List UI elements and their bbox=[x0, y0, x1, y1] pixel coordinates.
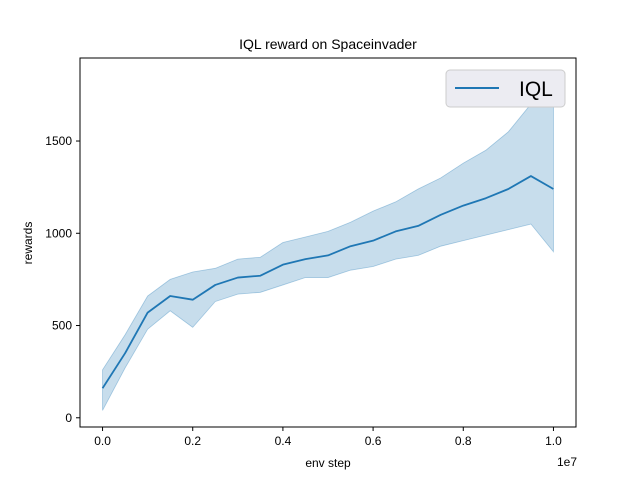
legend-label-iql: IQL bbox=[519, 78, 553, 101]
x-tick-label: 0.6 bbox=[365, 434, 382, 448]
y-tick-label: 1000 bbox=[45, 226, 72, 240]
x-tick-label: 0.0 bbox=[94, 434, 111, 448]
x-tick-label: 0.8 bbox=[455, 434, 472, 448]
x-tick-label: 1.0 bbox=[545, 434, 562, 448]
x-tick-label: 0.4 bbox=[275, 434, 292, 448]
x-axis-label: env step bbox=[305, 456, 351, 470]
chart-title: IQL reward on Spaceinvader bbox=[239, 36, 417, 52]
y-axis-label: rewards bbox=[21, 222, 35, 265]
x-axis-scale-label: 1e7 bbox=[557, 455, 577, 469]
x-tick-label: 0.2 bbox=[184, 434, 201, 448]
legend: IQL bbox=[446, 70, 565, 107]
y-tick-label: 500 bbox=[52, 319, 72, 333]
y-tick-label: 1500 bbox=[45, 134, 72, 148]
y-tick-label: 0 bbox=[65, 411, 72, 425]
